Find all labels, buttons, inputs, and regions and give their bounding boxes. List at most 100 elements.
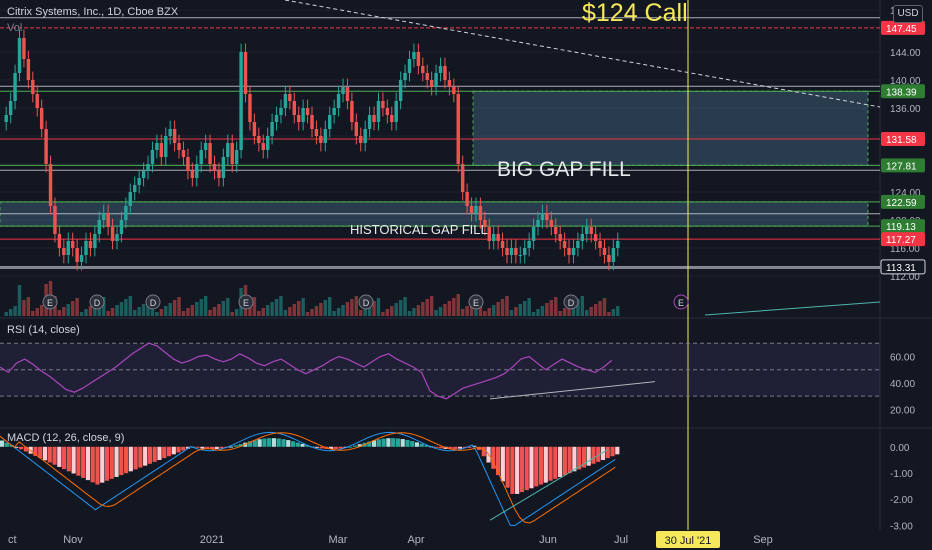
volume-bar (376, 298, 381, 316)
candle-body (576, 241, 580, 248)
macd-tick-label: 0.00 (890, 443, 910, 454)
volume-bar (288, 307, 292, 316)
volume-bar (607, 312, 611, 316)
volume-bar (221, 301, 226, 316)
candle-body (93, 234, 97, 248)
volume-bar (602, 298, 607, 316)
volume-bar (372, 301, 376, 316)
volume-bar (274, 299, 279, 316)
candle-body (13, 73, 17, 101)
macd-histogram-bar (615, 446, 620, 455)
candle-body (469, 206, 474, 213)
macd-histogram-bar (100, 446, 105, 483)
candle-body (257, 136, 261, 143)
macd-histogram-bar (209, 446, 215, 450)
candle-body (585, 227, 589, 234)
volume-bar (390, 306, 394, 316)
macd-histogram-bar (505, 446, 510, 488)
candle-body (518, 255, 523, 256)
price-level-label: 119.13 (886, 222, 916, 233)
candle-body (203, 143, 208, 150)
macd-histogram-bar (534, 446, 539, 487)
time-tick-label: Sep (753, 534, 773, 546)
macd-histogram-bar (577, 446, 582, 470)
macd-histogram-bar (52, 446, 57, 465)
volume-bar (425, 299, 429, 316)
level-labels: 147.45 138.39 131.58 127.81 122.59 119.13 117.… (880, 20, 926, 275)
volume-bar (124, 299, 128, 316)
volume-bar (549, 300, 554, 316)
candle-body (390, 115, 394, 122)
volume-bar (593, 304, 598, 316)
candle-body (571, 248, 576, 255)
price-level-tag (881, 219, 925, 234)
volume-bar (84, 309, 88, 316)
volume-bar (62, 307, 66, 316)
volume-bar (261, 308, 265, 316)
volume-bar (279, 296, 283, 316)
volume-bar (514, 307, 518, 316)
volume-bar (598, 301, 602, 316)
candle-body (540, 213, 545, 220)
macd-tick-label: -1.00 (890, 469, 913, 480)
macd-histogram-bar (214, 446, 219, 449)
volume-bar (580, 296, 585, 316)
macd-histogram-bar (281, 439, 286, 447)
macd-histogram-bar (133, 446, 138, 470)
currency-button[interactable]: USD (893, 5, 923, 23)
volume-bar (416, 305, 421, 316)
volume-bar (359, 310, 363, 316)
candle-body (487, 227, 491, 241)
macd-histogram-bar (181, 446, 186, 451)
macd-histogram-bar (57, 446, 62, 467)
macd-histogram-bar (510, 446, 515, 494)
volume-bar (31, 311, 35, 316)
macd-histogram-bar (591, 446, 596, 464)
volume-bar (460, 309, 465, 316)
time-axis: ct Nov 2021 Mar Apr Jun Jul Sep 30 Jul '21 (8, 531, 773, 548)
volume-bar (168, 303, 172, 316)
macd-histogram-bar (410, 441, 415, 447)
macd-histogram-bar (419, 443, 424, 447)
macd-histogram-bar (424, 445, 429, 447)
price-level-tag (881, 232, 925, 247)
macd-histogram-bar (467, 446, 472, 448)
candle-body (319, 136, 323, 143)
candle-body (22, 38, 26, 59)
volume-bar (164, 306, 168, 316)
volume-bar (407, 311, 412, 316)
volume-bar (518, 304, 523, 316)
macd-histogram-bar (124, 446, 129, 474)
macd-histogram-bar (233, 445, 238, 447)
time-tick-label: Jun (539, 534, 557, 546)
volume-bar (354, 296, 359, 316)
candle-body (239, 52, 243, 150)
candle-body (341, 87, 345, 94)
price-tick-label: 124.00 (890, 188, 921, 199)
candle-body (545, 213, 549, 220)
candle-body (70, 241, 75, 248)
volume-bar (469, 303, 474, 316)
volume-bar (110, 308, 115, 316)
macd-histogram-bar (62, 446, 67, 470)
price-level-label: 117.27 (886, 235, 916, 246)
macd-histogram-bar (558, 446, 563, 477)
time-tick-label: Apr (407, 534, 424, 546)
candle-body (48, 164, 53, 206)
macd-histogram-bar (162, 446, 167, 459)
candles (4, 29, 620, 271)
price-level-tag (881, 20, 925, 35)
volume-bar (230, 312, 234, 316)
price-level-label: 113.31 (886, 263, 916, 274)
candle-body (332, 108, 336, 115)
event-badge-letter: E (47, 298, 53, 308)
candle-body (62, 248, 66, 255)
volume-bar (137, 307, 141, 316)
event-badge-letter: E (243, 298, 249, 308)
macd-histogram-bar (519, 446, 525, 493)
candle-body (447, 80, 452, 87)
candle-body (474, 206, 478, 213)
macd-histogram-bar (166, 446, 172, 457)
candle-body (336, 94, 341, 108)
